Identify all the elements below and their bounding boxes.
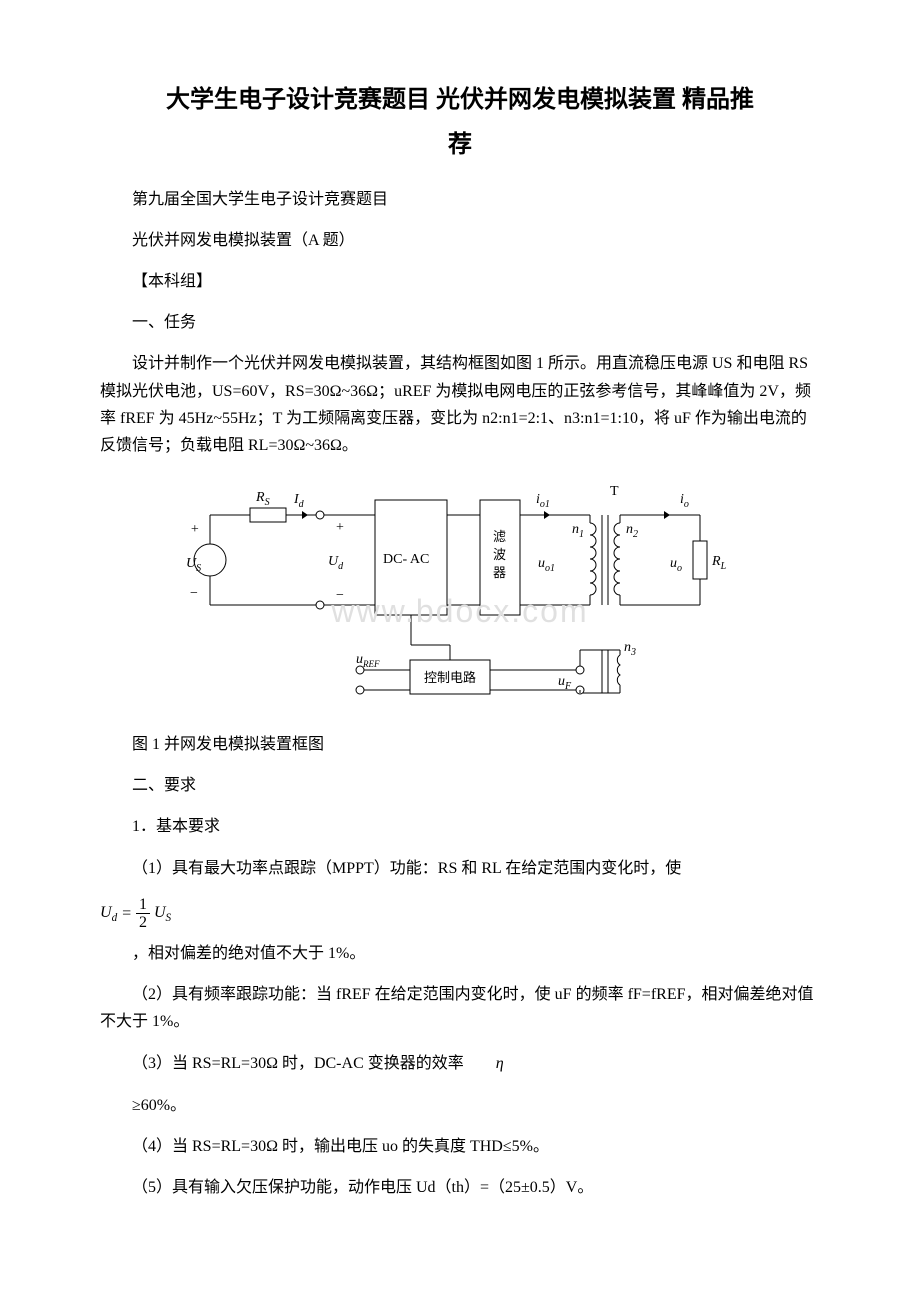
svg-text:+: + bbox=[190, 522, 199, 537]
svg-text:−: − bbox=[190, 586, 198, 601]
figure-caption: 图 1 并网发电模拟装置框图 bbox=[100, 731, 820, 758]
req-1-part-b: ，相对偏差的绝对值不大于 1%。 bbox=[100, 940, 820, 967]
svg-text:滤: 滤 bbox=[493, 529, 506, 544]
req-3-b: ≥60%。 bbox=[100, 1092, 820, 1119]
task-description: 设计并制作一个光伏并网发电模拟装置，其结构框图如图 1 所示。用直流稳压电源 U… bbox=[100, 350, 820, 459]
svg-text:io: io bbox=[680, 492, 689, 510]
svg-text:−: − bbox=[336, 588, 344, 603]
req-3-text: （3）当 RS=RL=30Ω 时，DC-AC 变换器的效率 bbox=[132, 1055, 464, 1072]
svg-text:T: T bbox=[610, 484, 619, 499]
svg-text:器: 器 bbox=[493, 565, 506, 580]
svg-text:uo1: uo1 bbox=[538, 556, 555, 574]
svg-text:uF: uF bbox=[558, 674, 572, 692]
req-3-a: （3）当 RS=RL=30Ω 时，DC-AC 变换器的效率η bbox=[100, 1050, 820, 1078]
svg-text:RL: RL bbox=[711, 554, 727, 572]
formula-ud: Ud = 12 US bbox=[100, 896, 820, 932]
svg-text:+: + bbox=[336, 520, 344, 535]
basic-requirements: 1．基本要求 bbox=[100, 813, 820, 840]
group-label: 【本科组】 bbox=[100, 268, 820, 295]
svg-text:RS: RS bbox=[255, 490, 270, 508]
svg-text:US: US bbox=[186, 556, 201, 574]
subtitle-contest: 第九届全国大学生电子设计竞赛题目 bbox=[100, 186, 820, 213]
svg-text:控制电路: 控制电路 bbox=[424, 670, 476, 685]
svg-text:uREF: uREF bbox=[356, 652, 380, 669]
req-5: （5）具有输入欠压保护功能，动作电压 Ud（th）=（25±0.5）V。 bbox=[100, 1174, 820, 1201]
diagram-svg: + − US RS Id + Ud − bbox=[180, 475, 740, 715]
subtitle-problem: 光伏并网发电模拟装置（A 题） bbox=[100, 227, 820, 254]
svg-text:Ud: Ud bbox=[328, 554, 344, 572]
svg-text:DC- AC: DC- AC bbox=[383, 552, 429, 567]
svg-text:波: 波 bbox=[493, 547, 506, 562]
svg-text:n1: n1 bbox=[572, 522, 584, 540]
svg-text:io1: io1 bbox=[536, 492, 550, 510]
svg-text:uo: uo bbox=[670, 556, 682, 574]
svg-text:n2: n2 bbox=[626, 522, 638, 540]
doc-title-line1: 大学生电子设计竞赛题目 光伏并网发电模拟装置 精品推 bbox=[100, 80, 820, 121]
section-task: 一、任务 bbox=[100, 309, 820, 336]
req-2: （2）具有频率跟踪功能：当 fREF 在给定范围内变化时，使 uF 的频率 fF… bbox=[100, 981, 820, 1035]
doc-title-line2: 荐 bbox=[100, 125, 820, 166]
svg-text:Id: Id bbox=[293, 492, 305, 510]
eta-symbol: η bbox=[464, 1050, 504, 1077]
block-diagram: www.bdocx.com + − US RS Id bbox=[180, 475, 740, 715]
section-requirements: 二、要求 bbox=[100, 772, 820, 799]
req-1-part-a: （1）具有最大功率点跟踪（MPPT）功能：RS 和 RL 在给定范围内变化时，使 bbox=[100, 855, 820, 882]
req-4: （4）当 RS=RL=30Ω 时，输出电压 uo 的失真度 THD≤5%。 bbox=[100, 1133, 820, 1160]
svg-text:n3: n3 bbox=[624, 640, 636, 658]
